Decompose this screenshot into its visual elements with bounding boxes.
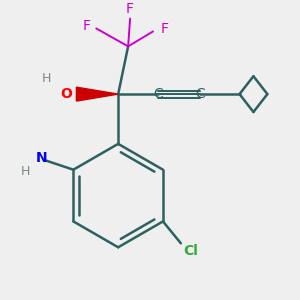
Text: F: F xyxy=(161,22,169,37)
Text: Cl: Cl xyxy=(183,244,198,258)
Text: H: H xyxy=(21,165,30,178)
Text: C: C xyxy=(195,87,205,101)
Text: N: N xyxy=(36,151,47,165)
Text: F: F xyxy=(126,2,134,16)
Text: F: F xyxy=(82,20,90,34)
Text: C: C xyxy=(153,87,163,101)
Text: H: H xyxy=(42,72,51,85)
Polygon shape xyxy=(76,87,118,101)
Text: O: O xyxy=(61,87,72,101)
